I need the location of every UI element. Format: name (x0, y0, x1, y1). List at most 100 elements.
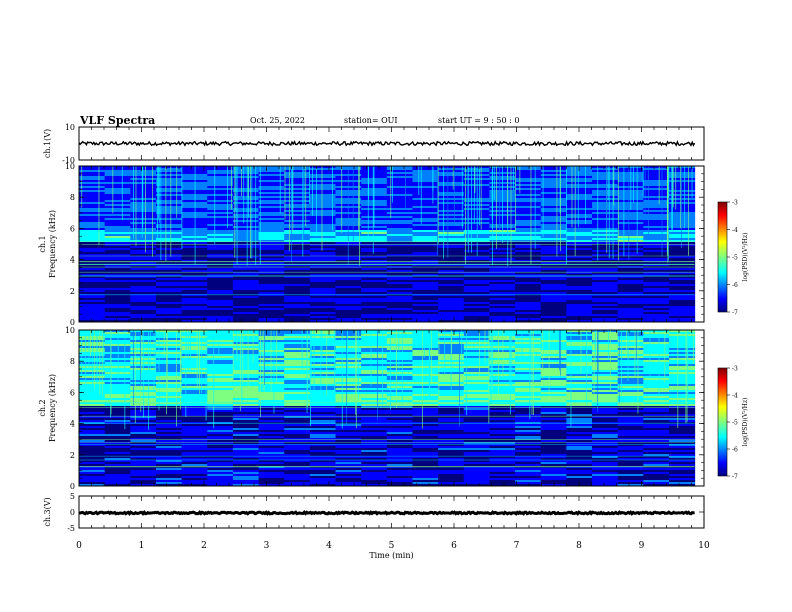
spectrogram-cell (232, 248, 260, 251)
spectrogram-cell (489, 250, 516, 253)
spectrogram-cell (181, 350, 208, 353)
spectrogram-cell (668, 292, 696, 295)
spectrogram-cell (232, 454, 260, 457)
spectrogram-cell (207, 258, 234, 261)
spectrogram-cell (617, 390, 644, 393)
spectrogram-cell (540, 362, 567, 365)
spectrogram-cell (207, 254, 234, 257)
spectrogram-cell (617, 248, 644, 251)
spectrogram-cell (284, 172, 311, 175)
spectrogram-cell (515, 418, 542, 421)
spectrogram-cell (181, 228, 208, 231)
spectrogram-cell (668, 394, 696, 397)
spectrogram-cell (207, 372, 234, 375)
spectrogram-cell (412, 318, 439, 321)
spectrogram-cell (438, 304, 465, 307)
spectrogram-cell (361, 330, 388, 333)
spectrogram-cell (643, 384, 670, 387)
spectrogram-cell (309, 194, 337, 197)
spectrogram-cell (79, 308, 106, 311)
spectrogram-cell (207, 468, 234, 471)
spectrogram-cell (361, 334, 388, 337)
spectrogram-cell (130, 244, 157, 247)
spectrogram-cell (540, 214, 567, 217)
spectrogram-cell (463, 308, 490, 311)
spectrogram-cell (284, 242, 311, 245)
y-axis-label: ch.1(V) (43, 129, 52, 158)
spectrogram-cell (284, 410, 311, 413)
spectrogram-cell (643, 442, 670, 445)
spectrogram-cell (566, 446, 593, 449)
spectrogram-cell (668, 388, 696, 391)
spectrogram-cell (284, 254, 311, 257)
spectrogram-cell (617, 362, 644, 365)
spectrogram-cell (309, 416, 337, 419)
spectrogram-cell (361, 280, 388, 283)
spectrogram-cell (617, 418, 644, 421)
spectrogram-cell (181, 420, 208, 423)
spectrogram-cell (79, 432, 106, 435)
spectrogram-cell (232, 238, 260, 241)
spectrogram-cell (386, 262, 413, 265)
spectrogram-cell (489, 382, 516, 385)
spectrogram-cell (489, 290, 516, 293)
spectrogram-cell (258, 208, 285, 211)
spectrogram-cell (592, 218, 619, 221)
spectrogram-cell (232, 352, 260, 355)
spectrogram-cell (386, 384, 413, 387)
spectrogram-cell (79, 338, 106, 341)
spectrogram-cell (489, 394, 516, 397)
spectrogram-cell (489, 352, 516, 355)
spectrogram-cell (258, 466, 285, 469)
spectrogram-cell (438, 320, 465, 323)
spectrogram-cell (104, 420, 131, 423)
spectrogram-cell (181, 204, 208, 207)
spectrogram-cell (489, 368, 516, 371)
spectrogram-cell (79, 368, 106, 371)
spectrogram-cell (412, 398, 439, 401)
spectrogram-cell (566, 386, 593, 389)
spectrogram-cell (335, 314, 362, 317)
spectrogram-cell (489, 350, 516, 353)
spectrogram-cell (207, 442, 234, 445)
spectrogram-cell (284, 344, 311, 347)
spectrogram-cell (335, 426, 362, 429)
spectrogram-cell (515, 412, 542, 415)
spectrogram-cell (489, 258, 516, 261)
spectrogram-cell (361, 288, 388, 291)
spectrogram-cell (489, 414, 516, 417)
spectrogram-cell (566, 172, 593, 175)
spectrogram-cell (79, 278, 106, 281)
spectrogram-cell (361, 308, 388, 311)
spectrogram-cell (335, 388, 362, 391)
spectrogram-cell (335, 316, 362, 319)
spectrogram-cell (309, 378, 337, 381)
spectrogram-cell (232, 346, 260, 349)
spectrogram-cell (668, 478, 696, 481)
spectrogram-cell (617, 410, 644, 413)
spectrogram-cell (566, 274, 593, 277)
spectrogram-cell (130, 430, 157, 433)
spectrogram-cell (540, 196, 567, 199)
spectrogram-cell (617, 316, 644, 319)
spectrogram-cell (284, 280, 311, 283)
spectrogram-cell (438, 416, 465, 419)
spectrogram-cell (284, 216, 311, 219)
spectrogram-cell (207, 338, 234, 341)
spectrogram-cell (309, 312, 337, 315)
spectrogram-cell (668, 308, 696, 311)
spectrogram-cell (104, 256, 131, 259)
spectrogram-cell (361, 332, 388, 335)
spectrogram-cell (79, 188, 106, 191)
spectrogram-cell (79, 230, 106, 233)
spectrogram-cell (617, 482, 644, 485)
spectrogram-cell (361, 436, 388, 439)
spectrogram-cell (104, 346, 131, 349)
spectrogram-cell (284, 180, 311, 183)
spectrogram-cell (489, 280, 516, 283)
spectrogram-cell (181, 384, 208, 387)
spectrogram-cell (592, 340, 619, 343)
spectrogram-cell (104, 466, 131, 469)
spectrogram-cell (309, 182, 337, 185)
spectrogram-cell (643, 414, 670, 417)
